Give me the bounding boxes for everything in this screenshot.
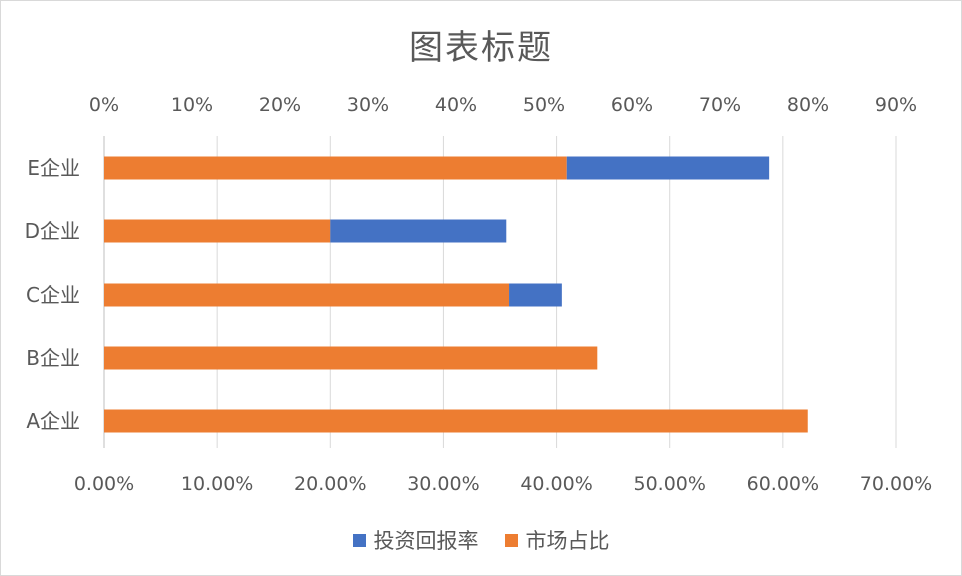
top-axis-tick-label: 60% xyxy=(611,94,653,116)
top-axis-tick-label: 10% xyxy=(171,94,213,116)
chart-title: 图表标题 xyxy=(409,28,553,68)
legend-swatch-investment-return xyxy=(352,533,366,547)
category-label: E企业 xyxy=(27,156,80,180)
category-label: A企业 xyxy=(26,409,80,433)
bar-market-share xyxy=(104,219,331,243)
bar-investment-return xyxy=(330,219,507,243)
bottom-axis-tick-label: 40.00% xyxy=(520,473,592,495)
bar-market-share xyxy=(104,409,808,433)
bar-investment-return xyxy=(509,283,562,307)
bottom-axis-tick-label: 50.00% xyxy=(633,473,705,495)
top-axis-tick-label: 90% xyxy=(875,94,917,116)
legend-swatch-market-share xyxy=(504,533,518,547)
category-label: C企业 xyxy=(26,283,80,307)
top-axis-tick-label: 40% xyxy=(435,94,477,116)
legend-item-market-share: 市场占比 xyxy=(504,525,610,555)
top-axis-tick-label: 70% xyxy=(699,94,741,116)
bottom-axis-tick-label: 60.00% xyxy=(747,473,819,495)
top-axis-tick-label: 0% xyxy=(89,94,119,116)
legend-label-market-share: 市场占比 xyxy=(525,529,610,553)
bottom-axis-tick-label: 0.00% xyxy=(74,473,134,495)
bar-market-share xyxy=(104,346,598,370)
bar-investment-return xyxy=(566,156,770,180)
legend-item-investment-return: 投资回报率 xyxy=(352,525,479,555)
bottom-axis-tick-label: 30.00% xyxy=(407,473,479,495)
bottom-axis-tick-label: 20.00% xyxy=(294,473,366,495)
bottom-axis-tick-label: 70.00% xyxy=(860,473,932,495)
top-axis-tick-label: 30% xyxy=(347,94,389,116)
top-axis-tick-label: 80% xyxy=(787,94,829,116)
category-label: B企业 xyxy=(26,346,80,370)
bar-market-share xyxy=(104,156,567,180)
bar-market-share xyxy=(104,283,510,307)
chart-legend: 投资回报率 市场占比 xyxy=(0,525,962,555)
legend-label-investment-return: 投资回报率 xyxy=(373,529,479,553)
top-axis-tick-label: 50% xyxy=(523,94,565,116)
category-label: D企业 xyxy=(25,219,80,243)
top-axis-tick-label: 20% xyxy=(259,94,301,116)
bottom-axis-tick-label: 10.00% xyxy=(181,473,253,495)
